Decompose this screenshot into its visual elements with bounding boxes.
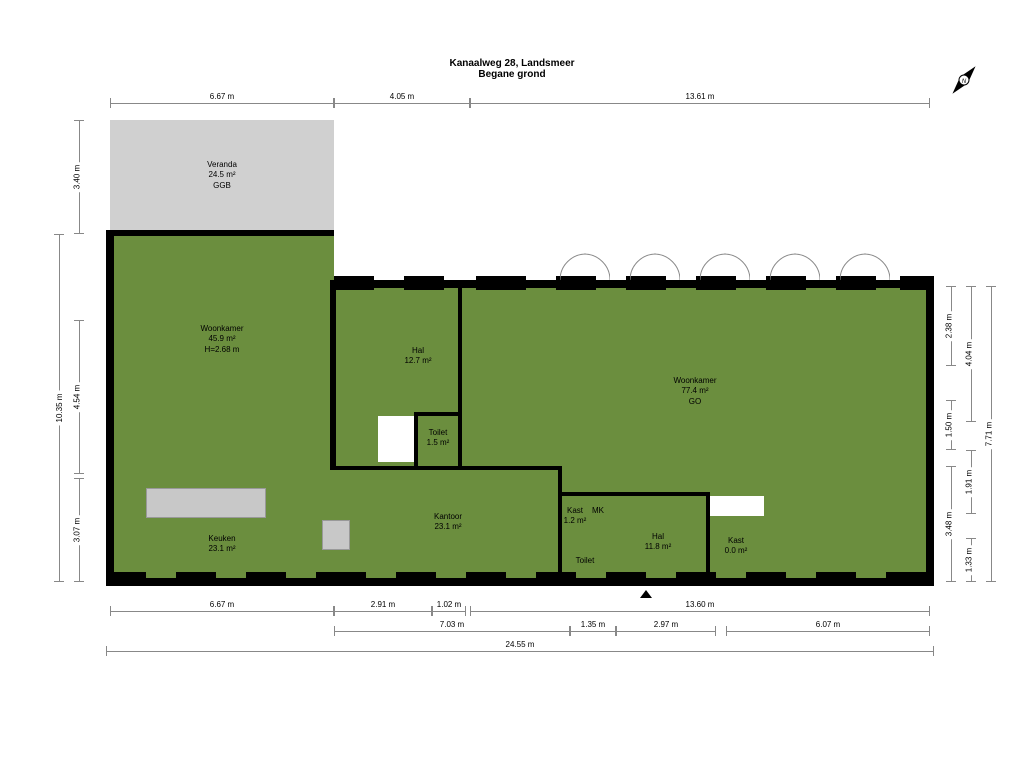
room-label-kast2: Kast0.0 m² bbox=[708, 536, 764, 557]
wall-bottom-seg-1 bbox=[176, 572, 216, 586]
title-line1: Kanaalweg 28, Landsmeer bbox=[449, 58, 574, 69]
dim-v: 1.33 m bbox=[964, 538, 978, 582]
door-arc-icon bbox=[630, 252, 680, 282]
wall-top-seg-8 bbox=[900, 276, 934, 290]
dim-h: 6.67 m bbox=[110, 604, 334, 618]
counter-island bbox=[146, 488, 266, 518]
dim-v: 7.71 m bbox=[984, 286, 998, 582]
room-label-hal2: Hal11.8 m² bbox=[608, 532, 708, 553]
room-label-hal1: Hal12.7 m² bbox=[378, 346, 458, 367]
dim-h: 1.35 m bbox=[570, 624, 616, 638]
door-arc-icon bbox=[560, 252, 610, 282]
wall-0 bbox=[106, 578, 934, 586]
dim-h: 6.07 m bbox=[726, 624, 930, 638]
door-arc-icon bbox=[770, 252, 820, 282]
room-kast1: Kast1.2 m² bbox=[562, 496, 588, 540]
wall-top-seg-1 bbox=[404, 276, 444, 290]
wall-bottom-seg-6 bbox=[536, 572, 576, 586]
wall-4 bbox=[106, 230, 334, 236]
door-arc-icon bbox=[700, 252, 750, 282]
room-label-woonkamer1: Woonkamer45.9 m²H=2.68 m bbox=[110, 324, 334, 355]
room-woonkamer1: Woonkamer45.9 m²H=2.68 m bbox=[110, 234, 334, 474]
room-label-woonkamer2: Woonkamer77.4 m²GO bbox=[460, 376, 930, 407]
wall-1 bbox=[106, 234, 114, 586]
wall-bottom-seg-5 bbox=[466, 572, 506, 586]
dim-h: 24.55 m bbox=[106, 644, 934, 658]
dim-v: 4.54 m bbox=[72, 320, 86, 474]
dim-h: 6.67 m bbox=[110, 96, 334, 110]
dim-v: 3.07 m bbox=[72, 478, 86, 582]
dim-h: 2.91 m bbox=[334, 604, 432, 618]
wall-8 bbox=[558, 466, 562, 582]
wall-bottom-seg-7 bbox=[606, 572, 646, 586]
wall-bottom-seg-11 bbox=[886, 572, 934, 586]
room-label-toilet2: Toilet bbox=[562, 556, 608, 566]
dim-h: 4.05 m bbox=[334, 96, 470, 110]
wall-bottom-seg-4 bbox=[396, 572, 436, 586]
room-gap-fill bbox=[334, 286, 378, 462]
room-woonkamer2: Woonkamer77.4 m²GO bbox=[460, 286, 930, 496]
room-label-veranda: Veranda24.5 m²GGB bbox=[110, 160, 334, 191]
title-line2: Begane grond bbox=[478, 69, 545, 80]
dim-h: 13.61 m bbox=[470, 96, 930, 110]
wall-bottom-seg-8 bbox=[676, 572, 716, 586]
dim-h: 1.02 m bbox=[432, 604, 466, 618]
room-label-kantoor: Kantoor23.1 m² bbox=[334, 512, 562, 533]
room-label-toilet1: Toilet1.5 m² bbox=[418, 428, 458, 449]
room-hal2: Hal11.8 m² bbox=[608, 496, 708, 582]
wall-bottom-seg-9 bbox=[746, 572, 786, 586]
wall-9 bbox=[558, 492, 710, 496]
wall-6 bbox=[330, 466, 562, 470]
wall-bottom-seg-0 bbox=[106, 572, 146, 586]
wall-7 bbox=[458, 286, 462, 466]
dim-v: 1.91 m bbox=[964, 450, 978, 514]
wall-10 bbox=[706, 492, 710, 582]
dim-v: 1.50 m bbox=[944, 400, 958, 450]
compass-label: N bbox=[962, 79, 967, 85]
room-right-fill bbox=[764, 496, 930, 582]
dim-h: 2.97 m bbox=[616, 624, 716, 638]
wall-12 bbox=[414, 412, 418, 466]
counter-block bbox=[322, 520, 350, 550]
room-label-keuken: Keuken23.1 m² bbox=[110, 534, 334, 555]
door-arc-icon bbox=[840, 252, 890, 282]
dim-v: 2.38 m bbox=[944, 286, 958, 366]
wall-top-seg-2 bbox=[476, 276, 526, 290]
room-label-kast1: Kast1.2 m² bbox=[562, 506, 588, 527]
dim-v: 3.48 m bbox=[944, 466, 958, 582]
wall-2 bbox=[926, 280, 934, 586]
room-toilet1: Toilet1.5 m² bbox=[418, 416, 458, 462]
dim-v: 3.40 m bbox=[72, 120, 86, 234]
wall-bottom-seg-2 bbox=[246, 572, 286, 586]
dim-v: 10.35 m bbox=[52, 234, 66, 582]
wall-bottom-seg-3 bbox=[316, 572, 366, 586]
room-veranda: Veranda24.5 m²GGB bbox=[110, 120, 334, 234]
entry-arrow-icon bbox=[640, 590, 652, 598]
dim-h: 13.60 m bbox=[470, 604, 930, 618]
plan-title: Kanaalweg 28, Landsmeer Begane grond bbox=[449, 58, 574, 80]
wall-bottom-seg-10 bbox=[816, 572, 856, 586]
wall-5 bbox=[330, 280, 336, 470]
floor-plan: Veranda24.5 m²GGB Woonkamer45.9 m²H=2.68 … bbox=[100, 120, 930, 640]
wall-11 bbox=[414, 412, 462, 416]
room-mk: MK bbox=[588, 496, 608, 540]
dim-h: 7.03 m bbox=[334, 624, 570, 638]
compass-icon: N bbox=[944, 60, 984, 100]
room-hal1: Hal12.7 m² bbox=[378, 286, 458, 416]
room-label-mk: MK bbox=[588, 506, 608, 516]
wall-top-seg-0 bbox=[334, 276, 374, 290]
dim-v: 4.04 m bbox=[964, 286, 978, 422]
